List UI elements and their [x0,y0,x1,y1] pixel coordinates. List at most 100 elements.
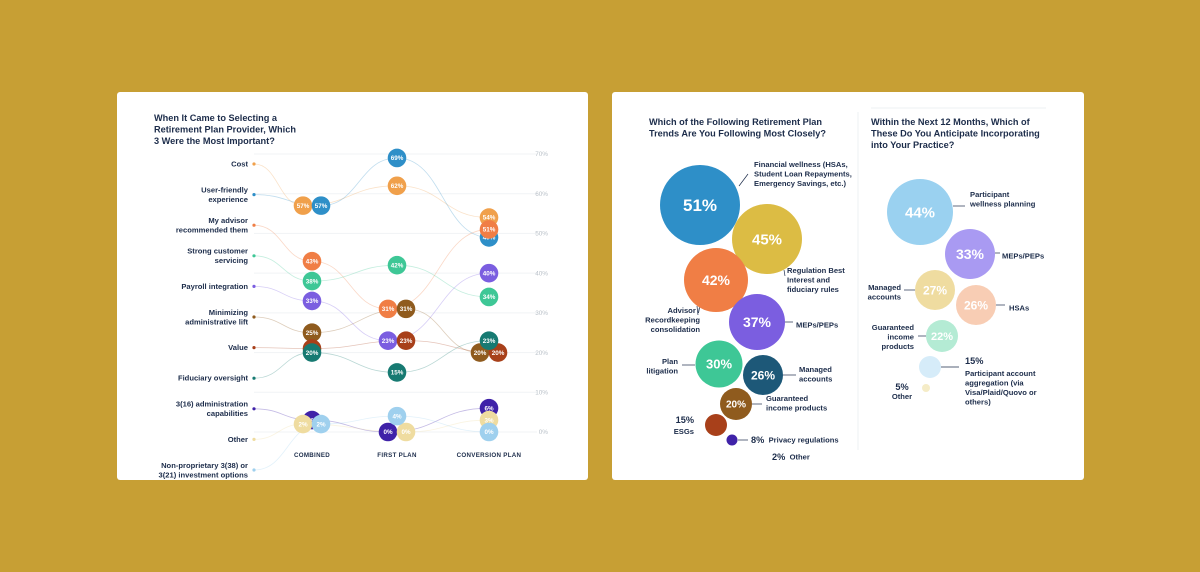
data-label: 20% [306,350,319,357]
data-point [479,287,499,307]
bubble [915,270,955,310]
data-point [387,148,407,168]
legend-dot [252,315,256,319]
y-tick-label: 70% [535,151,548,158]
legend-label: capabilities [207,409,248,418]
series-line [253,340,499,353]
data-label: 4% [392,413,402,420]
provider-selection-chart: When It Came to Selecting a Retirement Pl… [154,113,548,479]
bubble-label: Participant account [965,369,1036,378]
legend-label: Cost [231,160,248,169]
bubble-value: 26% [751,368,775,382]
bubble [729,294,785,350]
data-point [387,406,407,426]
data-label: 2% [298,421,308,428]
bubble [726,434,738,446]
bubble [926,320,958,352]
bubble-value: 42% [702,272,731,288]
data-label: 62% [391,183,404,190]
bubble-label: Emergency Savings, etc.) [754,179,846,188]
data-label: 23% [400,338,413,345]
legend-label: Non-proprietary 3(38) or [161,461,248,470]
data-label: 40% [483,270,496,277]
bubble-label: income [887,333,914,342]
data-label: 2% [316,421,326,428]
data-point [302,323,322,343]
chart-title: Retirement Plan Provider, Which [154,125,296,135]
data-label: 51% [483,227,496,234]
bubble-label: products [882,342,915,351]
bubble-label: Managed [799,365,832,374]
data-point [387,255,407,275]
chart-title: 3 Were the Most Important? [154,136,275,146]
data-point [378,331,398,350]
data-point [293,414,313,434]
data-point [479,331,499,350]
series-line [253,340,490,379]
legend-dot [252,193,256,197]
data-point [311,414,331,434]
legend-label: Value [228,343,248,352]
bubble-value: 27% [923,283,947,297]
bubble [945,229,995,279]
bubble-label: Other [892,392,912,401]
data-label: 25% [306,330,319,337]
bubble-label: aggregation (via [965,379,1024,388]
data-point [378,299,398,319]
data-point [479,422,499,442]
data-label: 0% [484,429,494,436]
connector-line [696,305,699,316]
data-label: 42% [391,262,404,269]
bubble-label: Advisor / [668,306,701,315]
data-label: 23% [483,338,496,345]
legend-dot [252,254,256,258]
bubble-value: 51% [683,196,717,215]
series-line [253,407,490,433]
legend-dot [252,437,256,441]
bubble-value: 33% [956,246,985,262]
legend-label: administrative lift [185,317,248,326]
left-card: When It Came to Selecting a Retirement Pl… [117,92,588,480]
data-point [396,299,416,319]
bubble [705,414,727,436]
bubble-label: Managed [868,283,901,292]
bubble-value: 30% [706,357,732,372]
bubble-label: Regulation Best [787,266,845,275]
bubble-value: 20% [726,400,746,411]
data-point [302,343,322,362]
legend-dot [252,376,256,380]
bubble-value: 15% [965,356,983,366]
data-label: 34% [483,294,496,301]
legend-label: User-friendly [201,185,249,194]
legend-label: Payroll integration [181,282,248,291]
legend-label: My advisor [208,216,248,225]
series-line [253,308,481,353]
bubble-label: Guaranteed [766,394,809,403]
legend-label: Fiduciary oversight [178,374,249,383]
data-label: 3% [307,417,317,424]
data-point [302,251,322,271]
y-tick-label: 40% [535,270,548,277]
bubble-label: accounts [799,374,832,383]
bubble-label: accounts [868,292,901,301]
column-label: CONVERSION PLAN [457,452,522,459]
bubble-value: 8% [751,435,764,445]
y-tick-label: 20% [535,350,548,357]
bubble-value: 2% [772,452,785,462]
bubble-value: 22% [931,331,953,343]
series-line [253,255,490,298]
legend-dot [252,407,256,411]
legend-dot [252,468,256,472]
data-point [479,220,499,239]
legend-label: 3(21) investment options [159,470,248,479]
series-line [253,419,490,440]
legend-label: experience [208,195,248,204]
data-point [396,331,416,350]
data-point [378,422,398,442]
bubble-value: 26% [964,298,988,312]
bubble-label: Participant [970,190,1010,199]
legend-label: Other [228,435,248,444]
bubble [660,165,740,245]
legend-label: servicing [215,256,249,265]
series-line [253,224,490,310]
